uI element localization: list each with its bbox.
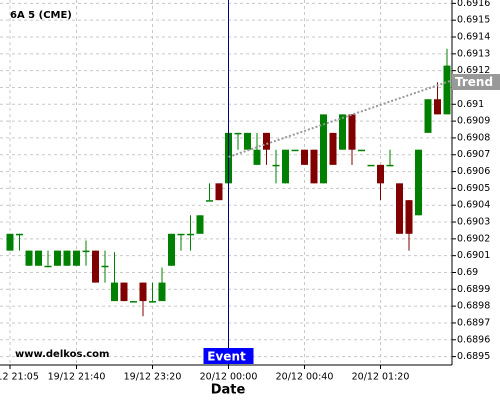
candle-body (282, 149, 289, 184)
candle-body (358, 149, 365, 152)
candle-body (310, 149, 318, 184)
candle-body (377, 164, 384, 184)
y-tick-label: 0.6898 (457, 301, 490, 312)
trend-label: Trend (455, 75, 493, 89)
candle-body (196, 215, 204, 234)
x-tick-label: 19/12 23:20 (124, 372, 182, 383)
x-tick-label: 19/12 21:05 (0, 372, 39, 383)
candle-body (415, 149, 422, 216)
watermark: www.delkos.com (15, 349, 109, 360)
y-tick-label: 0.6905 (457, 183, 490, 194)
y-tick-label: 0.6895 (457, 351, 490, 362)
candle-body (168, 233, 175, 266)
candle-body (16, 233, 23, 236)
candle-body (92, 250, 99, 283)
y-tick-label: 0.6901 (457, 250, 490, 261)
candle-body (320, 114, 327, 184)
candle-body (396, 183, 403, 234)
trend-line (228, 80, 451, 158)
event-label: Event (207, 350, 246, 364)
candle-body (6, 233, 14, 251)
candle-body (434, 99, 441, 115)
candle-body (73, 250, 80, 266)
x-tick-label: 20/12 00:00 (200, 372, 258, 383)
candle-body (54, 250, 61, 266)
candle-body (149, 301, 156, 303)
candle-body (244, 132, 251, 150)
candle-body (111, 282, 118, 302)
candle-body (120, 282, 128, 302)
y-tick-label: 0.69 (457, 267, 478, 278)
y-tick-label: 0.6897 (457, 317, 490, 328)
event-box (203, 348, 254, 364)
candle-body (443, 65, 451, 115)
candle-body (82, 250, 90, 253)
y-tick-label: 0.6903 (457, 217, 490, 228)
candle-body (253, 149, 261, 165)
y-tick-label: 0.6899 (457, 284, 490, 295)
x-tick-label: 19/12 21:40 (48, 372, 106, 383)
candle-body (25, 250, 33, 266)
candle-body (215, 183, 223, 201)
y-tick-label: 0.6913 (457, 48, 490, 59)
y-tick-label: 0.6914 (457, 32, 490, 43)
candle-body (263, 132, 270, 150)
y-tick-label: 0.6916 (457, 0, 490, 9)
candle-body (35, 250, 42, 266)
candle-body (272, 164, 280, 167)
x-tick-label: 20/12 00:40 (276, 372, 334, 383)
y-tick-label: 0.691 (457, 99, 484, 110)
candle-body (405, 200, 413, 234)
candle-body (158, 282, 166, 302)
candle-body (44, 265, 52, 268)
y-tick-label: 0.6902 (457, 233, 490, 244)
y-tick-label: 0.6908 (457, 132, 490, 143)
y-tick-label: 0.6909 (457, 116, 490, 127)
candle-body (291, 149, 299, 152)
y-tick-label: 0.6906 (457, 166, 490, 177)
candle-body (367, 164, 375, 167)
y-tick-label: 0.6915 (457, 15, 490, 26)
y-tick-label: 0.6896 (457, 334, 490, 345)
trend-box (452, 74, 500, 90)
x-tick-label: 20/12 01:20 (352, 372, 410, 383)
y-tick-label: 0.6912 (457, 65, 490, 76)
candle-body (386, 164, 394, 167)
candle-body (130, 301, 137, 303)
candle-body (177, 233, 185, 236)
candle-body (234, 132, 242, 135)
y-tick-label: 0.6907 (457, 149, 490, 160)
candle-body (348, 114, 356, 150)
x-axis-title: Date (211, 383, 246, 398)
y-tick-label: 0.6904 (457, 200, 490, 211)
candle-body (301, 149, 308, 165)
candle-body (339, 114, 346, 150)
candle-body (206, 200, 213, 202)
candle-body (187, 233, 194, 236)
chart-title: 6A 5 (CME) (10, 10, 72, 21)
candle-body (63, 250, 71, 266)
candle-body (329, 132, 337, 165)
candle-body (424, 99, 432, 133)
candle-body (139, 282, 147, 302)
candle-body (101, 265, 109, 268)
